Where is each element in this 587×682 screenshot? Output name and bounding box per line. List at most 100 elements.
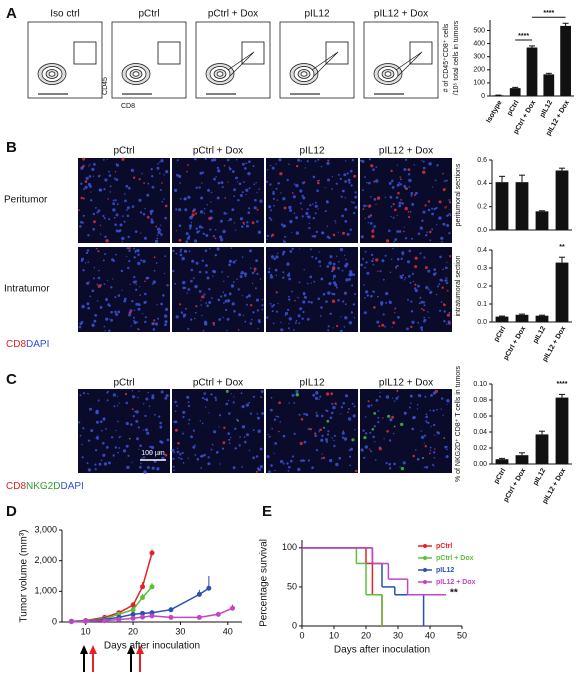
micrograph-speck [315, 230, 318, 234]
micrograph-speck [200, 299, 202, 301]
micrograph-speck [132, 415, 135, 418]
micrograph-speck [256, 309, 260, 312]
y-tick-label: 0.10 [473, 381, 487, 388]
micrograph-speck [160, 159, 164, 163]
micrograph-speck [243, 223, 246, 226]
micrograph-speck [404, 186, 407, 189]
micrograph-speck [422, 309, 425, 312]
y-axis-label: Tumor volume (mm³) [19, 530, 30, 623]
micrograph-speck [241, 225, 243, 227]
x-tick-label: pCtrl [493, 325, 507, 343]
micrograph-speck [199, 420, 201, 422]
micrograph-speck [326, 265, 330, 268]
micrograph-speck [191, 213, 195, 217]
point [130, 607, 136, 613]
y-axis-label: peritumoral sections [455, 163, 462, 226]
micrograph-speck [97, 250, 100, 253]
micrograph-speck [249, 322, 253, 325]
micrograph-speck [332, 405, 336, 410]
point [130, 615, 136, 621]
micrograph-speck [198, 270, 202, 274]
micrograph-speck [428, 452, 431, 455]
x-tick-label: pIL12 [539, 99, 554, 118]
micrograph [78, 247, 170, 332]
micrograph-speck [206, 399, 209, 402]
micrograph-speck [341, 436, 345, 439]
micrograph-speck [403, 279, 406, 281]
micrograph-speck [112, 208, 116, 212]
micrograph-speck [391, 179, 394, 183]
micrograph-speck [446, 403, 448, 405]
micrograph-speck [226, 158, 230, 162]
micrograph-speck [215, 451, 219, 454]
micrograph-speck [394, 308, 396, 310]
micrograph-speck [200, 467, 203, 469]
micrograph-speck [410, 192, 414, 195]
micrograph-speck [235, 158, 238, 161]
micrograph-speck [187, 195, 191, 199]
micrograph-speck [299, 189, 303, 193]
micrograph-speck [186, 395, 190, 399]
micrograph-speck [243, 181, 245, 183]
micrograph-speck [82, 157, 86, 161]
micrograph-speck [228, 166, 231, 168]
micrograph-speck [259, 278, 262, 280]
micrograph-speck [135, 288, 138, 291]
micrograph-speck [284, 311, 289, 316]
micrograph-speck [115, 253, 117, 256]
micrograph-speck [398, 204, 402, 208]
y-tick-label: 200 [473, 67, 485, 74]
y-axis-label: # of CD45⁺CD8⁺ cells [443, 23, 450, 92]
micrograph-speck [220, 181, 224, 185]
flow-title: pIL12 [304, 9, 329, 20]
micrograph-speck [100, 459, 103, 462]
micrograph-speck [301, 459, 305, 462]
micrograph-speck [441, 240, 443, 243]
micrograph-speck [139, 294, 141, 296]
micrograph-speck [128, 247, 131, 250]
micrograph-speck [160, 302, 164, 306]
micrograph-speck [151, 396, 155, 400]
micrograph-speck [316, 189, 319, 192]
micrograph-speck [117, 451, 119, 454]
micrograph-speck [438, 216, 442, 220]
micrograph-speck [199, 210, 204, 214]
micrograph-speck [78, 421, 81, 424]
micrograph-speck [195, 305, 198, 308]
micrograph-speck [427, 421, 430, 424]
micrograph-speck [412, 280, 415, 283]
micrograph-speck [379, 391, 381, 393]
flow-plot-frame [111, 21, 187, 99]
micrograph-speck [282, 271, 285, 274]
micrograph-speck [371, 259, 374, 263]
micrograph-speck [432, 391, 436, 395]
micrograph-speck [115, 213, 119, 217]
micrograph-speck [202, 329, 205, 332]
micrograph-speck [397, 395, 400, 398]
micrograph-speck [412, 416, 416, 420]
micrograph-speck [201, 314, 203, 317]
micrograph-speck [360, 448, 364, 452]
micrograph-speck [133, 316, 135, 319]
micrograph-speck [301, 317, 304, 320]
micrograph-speck [241, 191, 244, 194]
micrograph-speck [219, 235, 223, 239]
micrograph-speck [93, 220, 96, 224]
micrograph-speck [410, 194, 413, 197]
micrograph-speck [307, 215, 311, 219]
micrograph-speck [181, 256, 185, 261]
micrograph-speck [134, 230, 138, 233]
micrograph-speck [86, 302, 90, 306]
micrograph-speck [115, 178, 119, 182]
micrograph-speck [211, 297, 213, 299]
significance: **** [557, 381, 568, 388]
micrograph-speck [305, 413, 309, 417]
micrograph-speck [295, 393, 299, 397]
micrograph-speck [309, 204, 312, 207]
micrograph-speck [186, 236, 190, 240]
micrograph-speck [342, 402, 346, 405]
micrograph-speck [153, 413, 156, 416]
micrograph-speck [123, 299, 127, 303]
micrograph-speck [363, 436, 367, 440]
micrograph-speck [291, 192, 294, 194]
